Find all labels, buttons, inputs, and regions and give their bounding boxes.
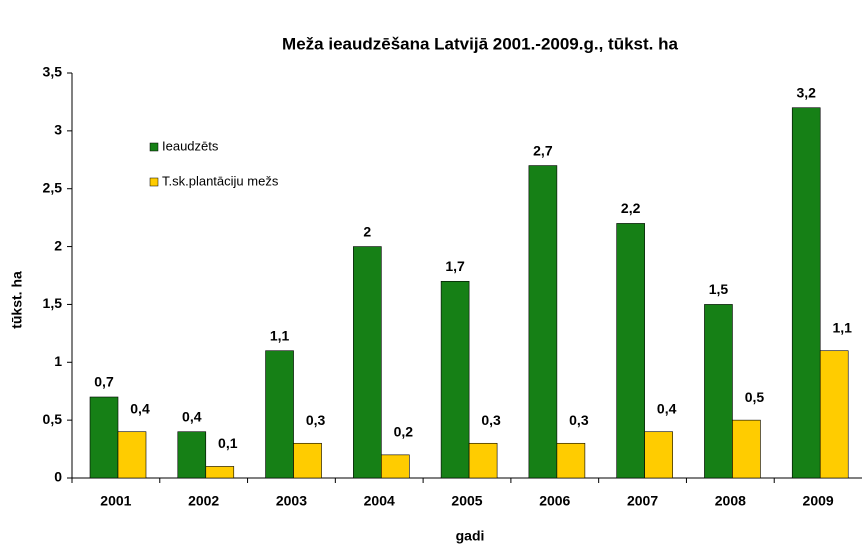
data-label: 0,3 — [306, 412, 326, 428]
bar — [440, 280, 470, 479]
y-tick-label: 2 — [54, 237, 62, 253]
data-label: 1,5 — [709, 281, 729, 297]
y-tick-label: 0 — [54, 469, 62, 485]
bar — [265, 350, 294, 479]
x-tick-label: 2005 — [451, 493, 482, 509]
data-label: 0,3 — [569, 412, 589, 428]
data-label: 1,1 — [270, 327, 290, 343]
data-label: 1,1 — [832, 319, 852, 335]
x-tick-label: 2007 — [627, 493, 658, 509]
data-label: 0,4 — [182, 408, 202, 424]
bar — [819, 350, 849, 479]
x-tick-label: 2001 — [100, 493, 131, 509]
y-tick-label: 1 — [54, 353, 62, 369]
bar — [353, 246, 382, 479]
legend-swatch — [149, 177, 159, 187]
legend-label: T.sk.plantāciju mežs — [162, 173, 279, 188]
bar — [293, 442, 322, 479]
data-label: 0,4 — [657, 400, 677, 416]
bar — [556, 442, 586, 479]
data-label: 0,3 — [481, 412, 501, 428]
bar — [468, 442, 498, 479]
data-label: 2,2 — [621, 200, 641, 216]
x-tick-label: 2009 — [803, 493, 834, 509]
legend-label: Ieaudzēts — [162, 138, 219, 153]
x-tick-label: 2002 — [188, 493, 219, 509]
y-tick-label: 2,5 — [43, 179, 63, 195]
data-label: 0,4 — [130, 400, 150, 416]
data-label: 3,2 — [796, 84, 816, 100]
y-axis-label: tūkst. ha — [9, 271, 25, 329]
data-label: 2,7 — [533, 142, 553, 158]
bar — [791, 107, 821, 479]
bar — [89, 396, 119, 479]
bar — [117, 431, 147, 479]
bar — [704, 304, 733, 479]
bar — [616, 223, 645, 479]
legend-swatch — [149, 142, 159, 152]
bar — [528, 165, 558, 479]
data-label: 0,2 — [394, 424, 414, 440]
x-tick-label: 2008 — [715, 493, 746, 509]
chart-title: Meža ieaudzēšana Latvijā 2001.-2009.g., … — [282, 34, 678, 53]
y-tick-label: 1,5 — [43, 295, 63, 311]
bar — [205, 466, 235, 479]
data-label: 0,7 — [94, 374, 114, 390]
data-label: 1,7 — [445, 258, 465, 274]
bar — [732, 419, 761, 479]
bar — [644, 431, 673, 479]
x-tick-label: 2003 — [276, 493, 307, 509]
x-axis-label: gadi — [456, 528, 485, 544]
data-label: 0,1 — [218, 435, 238, 451]
x-tick-label: 2004 — [364, 493, 395, 509]
bar — [381, 454, 410, 479]
bar — [177, 431, 207, 479]
data-label: 0,5 — [745, 389, 765, 405]
data-label: 2 — [363, 223, 371, 239]
y-tick-label: 0,5 — [43, 411, 63, 427]
y-tick-label: 3 — [54, 122, 62, 138]
x-tick-label: 2006 — [539, 493, 570, 509]
y-tick-label: 3,5 — [43, 64, 63, 80]
